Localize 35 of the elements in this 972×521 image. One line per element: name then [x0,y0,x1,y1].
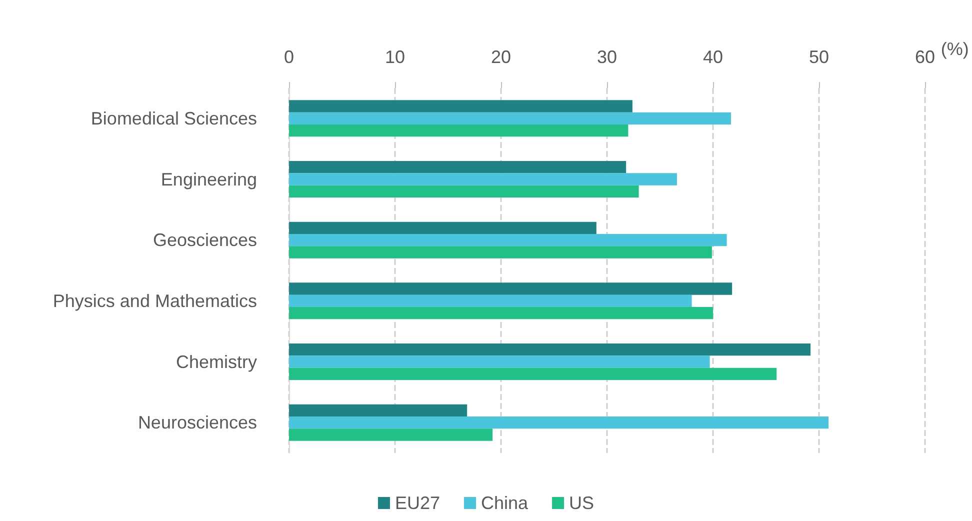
x-tick-label: 30 [596,47,618,67]
x-tick-label: 40 [702,47,724,67]
legend-label: China [480,493,530,513]
bar [289,404,468,416]
bar [289,356,710,368]
y-tick-label: Chemistry [176,352,257,372]
x-axis-title: (%) [940,39,969,59]
x-tick-label: 50 [808,47,830,67]
bar [289,246,712,258]
bar [289,416,829,429]
x-tick-label: 10 [384,47,406,67]
x-tick-label: 20 [490,47,512,67]
y-tick-label: Neurosciences [138,412,257,433]
legend-label: US [569,493,594,513]
legend-label: EU27 [394,493,440,513]
x-tick-label: 0 [284,47,294,67]
bar [289,344,811,356]
bar [289,294,692,307]
bar [289,100,632,112]
bar [289,173,677,186]
bar [289,112,732,124]
y-tick-label: Geosciences [152,230,257,250]
bar [289,368,777,380]
bar [289,222,596,234]
bar [289,185,639,198]
bar [289,234,727,246]
bar [289,428,493,441]
bar [289,124,628,137]
bar [289,282,732,295]
bar [289,161,626,174]
x-tick-label: 60 [914,47,936,67]
y-tick-label: Physics and Mathematics [52,290,257,311]
y-tick-label: Engineering [160,169,257,190]
bar [289,307,713,320]
y-tick-label: Biomedical Sciences [90,108,257,128]
